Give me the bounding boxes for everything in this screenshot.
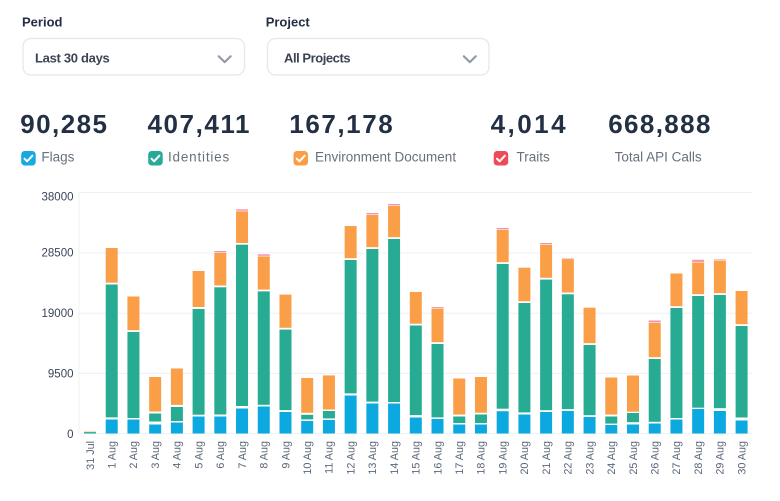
svg-text:0: 0 <box>67 429 73 441</box>
svg-text:10 Aug: 10 Aug <box>302 441 314 475</box>
svg-text:16 Aug: 16 Aug <box>432 441 444 475</box>
svg-text:30 Aug: 30 Aug <box>736 441 748 475</box>
svg-text:12 Aug: 12 Aug <box>345 441 357 475</box>
svg-text:Total API Calls: Total API Calls <box>615 150 702 165</box>
svg-text:All Projects: All Projects <box>284 51 350 66</box>
svg-text:9 Aug: 9 Aug <box>280 441 292 469</box>
svg-text:28 Aug: 28 Aug <box>693 441 705 475</box>
svg-text:38000: 38000 <box>42 191 74 203</box>
svg-text:Project: Project <box>266 15 311 30</box>
svg-text:29 Aug: 29 Aug <box>715 441 727 475</box>
svg-text:19000: 19000 <box>42 308 74 320</box>
svg-text:1 Aug: 1 Aug <box>107 441 119 469</box>
svg-text:7 Aug: 7 Aug <box>237 441 249 469</box>
svg-text:17 Aug: 17 Aug <box>454 441 466 475</box>
svg-text:9500: 9500 <box>48 369 74 381</box>
svg-text:23 Aug: 23 Aug <box>584 441 596 475</box>
svg-text:90,285: 90,285 <box>20 109 108 139</box>
svg-text:28500: 28500 <box>42 248 74 260</box>
svg-text:668,888: 668,888 <box>608 109 712 139</box>
svg-text:4 Aug: 4 Aug <box>172 441 184 469</box>
svg-text:26 Aug: 26 Aug <box>650 441 662 475</box>
svg-text:20 Aug: 20 Aug <box>519 441 531 475</box>
svg-text:13 Aug: 13 Aug <box>367 441 379 475</box>
svg-text:19 Aug: 19 Aug <box>497 441 509 475</box>
svg-text:167,178: 167,178 <box>289 109 394 139</box>
svg-text:15 Aug: 15 Aug <box>411 441 423 475</box>
svg-text:5 Aug: 5 Aug <box>193 441 205 469</box>
svg-text:22 Aug: 22 Aug <box>563 441 575 475</box>
svg-text:Last 30 days: Last 30 days <box>35 51 110 66</box>
svg-text:25 Aug: 25 Aug <box>628 441 640 475</box>
svg-text:8 Aug: 8 Aug <box>259 441 271 469</box>
svg-text:407,411: 407,411 <box>148 109 252 139</box>
svg-text:24 Aug: 24 Aug <box>606 441 618 475</box>
svg-text:4,014: 4,014 <box>491 109 568 139</box>
svg-text:6 Aug: 6 Aug <box>215 441 227 469</box>
svg-text:3 Aug: 3 Aug <box>150 441 162 469</box>
svg-text:31 Jul: 31 Jul <box>85 441 97 470</box>
svg-text:Period: Period <box>22 15 63 30</box>
svg-text:11 Aug: 11 Aug <box>324 441 336 474</box>
svg-text:21 Aug: 21 Aug <box>541 441 553 475</box>
svg-text:14 Aug: 14 Aug <box>389 441 401 475</box>
svg-text:Environment Document: Environment Document <box>315 150 456 165</box>
svg-text:Identities: Identities <box>168 150 230 165</box>
svg-text:Flags: Flags <box>41 150 74 165</box>
svg-text:27 Aug: 27 Aug <box>671 441 683 475</box>
svg-text:Traits: Traits <box>517 150 550 165</box>
svg-text:18 Aug: 18 Aug <box>476 441 488 475</box>
svg-text:2 Aug: 2 Aug <box>128 441 140 469</box>
